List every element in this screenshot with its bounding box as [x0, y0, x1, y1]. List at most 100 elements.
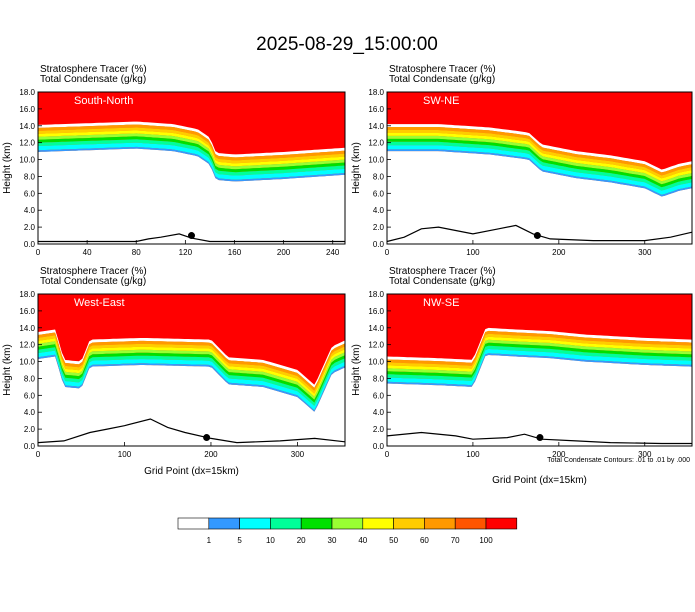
- colorbar-label: 60: [420, 536, 429, 545]
- tracer-band: [38, 344, 345, 403]
- tracer-band: [387, 333, 692, 369]
- tracer-band: [387, 336, 692, 372]
- y-tick-label: 4.0: [24, 408, 36, 417]
- y-tick-label: 0.0: [373, 442, 385, 451]
- colorbar-label: 1: [207, 536, 212, 545]
- y-tick-label: 2.0: [24, 223, 36, 232]
- x-tick-label: 200: [552, 450, 566, 459]
- y-tick-label: 10.0: [19, 156, 35, 165]
- y-tick-label: 0.0: [373, 240, 385, 249]
- plot-frame: [37, 91, 346, 245]
- colorbar-label: 70: [451, 536, 460, 545]
- panel-subtitle-2: Total Condensate (g/kg): [389, 74, 495, 85]
- x-tick-label: 80: [132, 248, 141, 257]
- y-tick-label: 6.0: [24, 189, 36, 198]
- colorbar: 1 5 10 20 30 40 50 60 70 100: [177, 517, 518, 545]
- x-tick-label: 120: [179, 248, 193, 257]
- colorbar-swatch: [270, 517, 302, 530]
- tracer-band: [387, 339, 692, 375]
- x-tick-label: 40: [83, 248, 92, 257]
- y-tick-label: 12.0: [368, 341, 384, 350]
- tracer-band: [38, 347, 345, 406]
- x-tick-label: 300: [638, 248, 652, 257]
- colorbar-swatch: [393, 517, 425, 530]
- colorbar-label: 20: [297, 536, 306, 545]
- tracer-band: [38, 124, 345, 161]
- colorbar-swatch: [239, 517, 271, 530]
- y-tick-label: 6.0: [24, 391, 36, 400]
- y-tick-label: 6.0: [373, 189, 385, 198]
- colorbar-label: 50: [389, 536, 398, 545]
- y-tick-label: 8.0: [373, 374, 385, 383]
- panel-subtitle-1: Stratosphere Tracer (%): [40, 266, 147, 277]
- panel-label: West-East: [74, 297, 125, 309]
- x-tick-label: 160: [228, 248, 242, 257]
- x-tick-label: 100: [466, 248, 480, 257]
- tracer-band: [38, 294, 345, 385]
- colorbar-swatch: [331, 517, 364, 530]
- tracer-band: [387, 342, 692, 378]
- terrain-line: [386, 224, 693, 243]
- y-tick-label: 12.0: [368, 139, 384, 148]
- x-axis-label: Grid Point (dx=15km): [144, 466, 239, 477]
- terrain-line: [37, 418, 346, 444]
- tracer-band: [38, 139, 345, 176]
- tracer-band: [38, 146, 345, 182]
- y-tick-label: 4.0: [373, 408, 385, 417]
- y-tick-label: 14.0: [19, 324, 35, 333]
- x-tick-label: 0: [36, 248, 41, 257]
- y-axis-label: Height (km): [2, 142, 13, 194]
- y-tick-label: 2.0: [373, 223, 385, 232]
- tracer-band: [38, 130, 345, 167]
- x-tick-label: 300: [291, 450, 305, 459]
- y-tick-label: 10.0: [19, 358, 35, 367]
- y-tick-label: 8.0: [24, 172, 36, 181]
- tracer-band: [387, 294, 692, 360]
- panel-subtitle-1: Stratosphere Tracer (%): [40, 64, 147, 75]
- colorbar-label: 10: [266, 536, 275, 545]
- colorbar-label: 5: [237, 536, 242, 545]
- panel-label: SW-NE: [423, 95, 459, 107]
- y-tick-label: 14.0: [368, 324, 384, 333]
- panel-west-east: Stratosphere Tracer (%)Total Condensate …: [2, 266, 346, 477]
- y-tick-label: 16.0: [368, 105, 384, 114]
- tracer-band: [387, 353, 692, 387]
- tracer-band: [38, 133, 345, 170]
- y-tick-label: 18.0: [19, 290, 35, 299]
- panel-subtitle-2: Total Condensate (g/kg): [389, 276, 495, 287]
- panel-label: NW-SE: [423, 297, 459, 309]
- colorbar-swatch: [300, 517, 333, 530]
- y-tick-label: 18.0: [19, 88, 35, 97]
- colorbar-swatch: [177, 517, 210, 530]
- location-marker: [533, 232, 541, 240]
- panel-subtitle-2: Total Condensate (g/kg): [40, 74, 146, 85]
- x-tick-label: 0: [385, 248, 390, 257]
- y-axis-label: Height (km): [351, 344, 362, 396]
- panel-nw-se: Stratosphere Tracer (%)Total Condensate …: [351, 266, 693, 486]
- tracer-band: [38, 338, 345, 397]
- panel-label: South-North: [74, 95, 133, 107]
- panel-south-north: Stratosphere Tracer (%)Total Condensate …: [2, 64, 346, 257]
- y-tick-label: 8.0: [373, 172, 385, 181]
- y-tick-label: 12.0: [19, 139, 35, 148]
- y-tick-label: 4.0: [373, 206, 385, 215]
- x-axis-label: Grid Point (dx=15km): [492, 475, 587, 486]
- figure-title: 2025-08-29_15:00:00: [256, 34, 438, 55]
- y-tick-label: 14.0: [19, 122, 35, 131]
- panel-subtitle-2: Total Condensate (g/kg): [40, 276, 146, 287]
- y-tick-label: 10.0: [368, 156, 384, 165]
- tracer-band: [38, 136, 345, 173]
- y-tick-label: 8.0: [24, 374, 36, 383]
- y-tick-label: 6.0: [373, 391, 385, 400]
- location-marker: [188, 232, 195, 240]
- y-tick-label: 0.0: [24, 240, 36, 249]
- x-tick-label: 240: [326, 248, 340, 257]
- plot-frame: [37, 293, 346, 447]
- tracer-band: [38, 350, 345, 411]
- tracer-band: [38, 92, 345, 155]
- y-tick-label: 2.0: [373, 425, 385, 434]
- y-tick-label: 16.0: [368, 307, 384, 316]
- tracer-band: [387, 349, 692, 386]
- x-tick-label: 0: [36, 450, 41, 459]
